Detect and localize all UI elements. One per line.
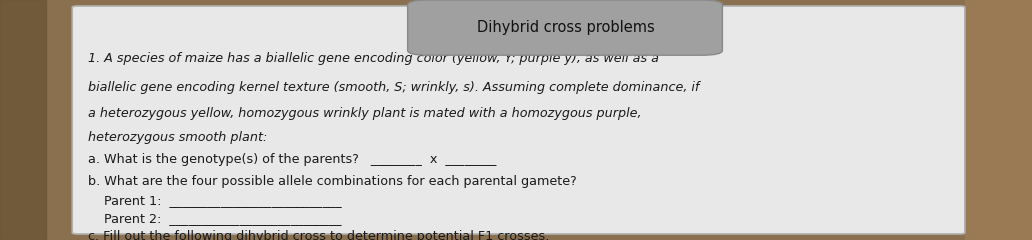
Bar [965,0,1032,240]
Text: Parent 2:  ___________________________: Parent 2: ___________________________ [88,212,342,225]
Bar [0,0,46,240]
Text: b. What are the four possible allele combinations for each parental gamete?: b. What are the four possible allele com… [88,175,577,188]
Text: Parent 1:  ___________________________: Parent 1: ___________________________ [88,194,342,207]
Text: c. Fill out the following dihybrid cross to determine potential F1 crosses.: c. Fill out the following dihybrid cross… [88,230,549,240]
Text: a. What is the genotype(s) of the parents?   ________  x  ________: a. What is the genotype(s) of the parent… [88,153,496,166]
Text: a heterozygous yellow, homozygous wrinkly plant is mated with a homozygous purpl: a heterozygous yellow, homozygous wrinkl… [88,108,641,120]
Text: heterozygous smooth plant:: heterozygous smooth plant: [88,132,267,144]
Text: 1. A species of maize has a biallelic gene encoding color (yellow, Y; purple y),: 1. A species of maize has a biallelic ge… [88,52,658,65]
Text: Dihybrid cross problems: Dihybrid cross problems [477,20,654,35]
Text: biallelic gene encoding kernel texture (smooth, S; wrinkly, s). Assuming complet: biallelic gene encoding kernel texture (… [88,81,699,94]
